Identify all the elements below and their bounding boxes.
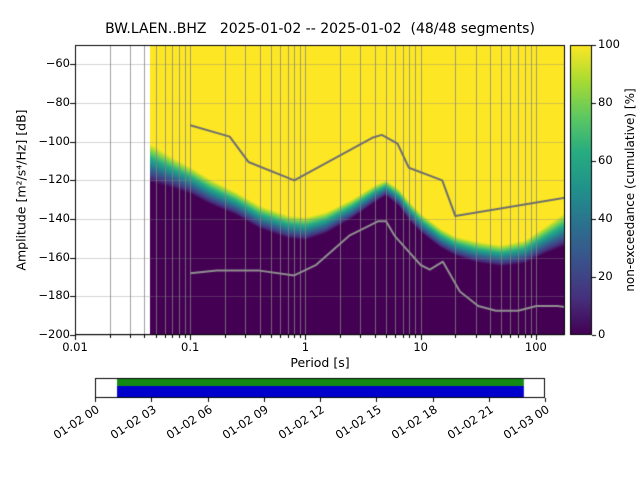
- x-axis-label: Period [s]: [290, 355, 350, 370]
- colorbar-tick-label: 40: [598, 211, 613, 225]
- y-tick-label: −60: [45, 56, 70, 71]
- y-tick-label: −80: [45, 95, 70, 109]
- y-tick-label: −180: [38, 288, 70, 303]
- y-tick-label: −200: [38, 327, 70, 341]
- x-tick-label: 100: [524, 340, 547, 354]
- x-tick-label: 0.1: [181, 340, 200, 354]
- x-tick-label: 10: [413, 340, 428, 354]
- x-tick-label: 0.01: [62, 340, 88, 354]
- y-tick-label: −160: [38, 249, 70, 264]
- x-tick-label: 1: [301, 340, 310, 354]
- y-axis-label: Amplitude [m²/s⁴/Hz] [dB]: [13, 109, 29, 271]
- y-tick-label: −120: [38, 172, 70, 187]
- colorbar-label: non-exceedance (cumulative) [%]: [623, 88, 637, 292]
- y-tick-label: −140: [38, 211, 70, 225]
- y-tick-label: −100: [38, 133, 70, 148]
- colorbar-tick-label: 100: [598, 37, 620, 51]
- colorbar-tick-label: 60: [598, 153, 613, 167]
- colorbar-tick-label: 20: [598, 269, 613, 283]
- colorbar-tick-label: 80: [598, 95, 613, 109]
- colorbar-tick-label: 0: [598, 327, 606, 341]
- plot-title: BW.LAEN..BHZ 2025-01-02 -- 2025-01-02 (4…: [105, 21, 535, 37]
